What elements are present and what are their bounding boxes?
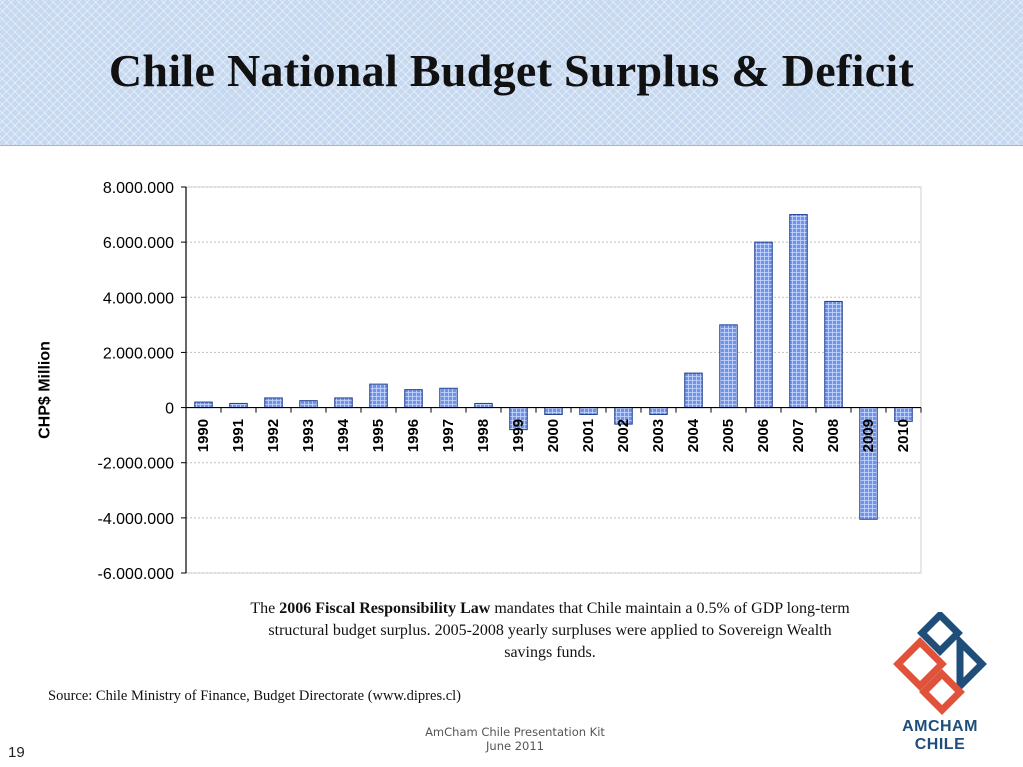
- y-tick-label: 4.000.000: [103, 290, 174, 307]
- x-tick-label: 2004: [685, 418, 702, 452]
- y-tick-label: 8.000.000: [103, 180, 174, 197]
- bar-1994: [334, 397, 353, 409]
- y-tick-label: 2.000.000: [103, 345, 174, 362]
- bar-1992: [264, 397, 283, 409]
- y-tick-label: 0: [165, 401, 174, 418]
- budget-bar-chart: 8.000.000 6.000.000 4.000.000 2.000.000 0 -2.…: [37, 180, 922, 583]
- page-title: Chile National Budget Surplus & Deficit: [108, 45, 915, 96]
- x-tick-label: 2008: [825, 419, 842, 452]
- bar-1996: [404, 389, 423, 409]
- logo-text-amcham: AMCHAM: [902, 718, 978, 735]
- x-tick-label: 2006: [755, 419, 772, 452]
- bar-2001: [579, 407, 598, 415]
- y-tick-label: -2.000.000: [97, 456, 174, 473]
- bar-2004: [684, 372, 703, 409]
- bar-2007: [789, 214, 808, 409]
- x-tick-label: 2001: [580, 419, 597, 452]
- bar-1997: [439, 387, 458, 409]
- x-tick-label: 1996: [405, 419, 422, 452]
- x-tick-label: 2002: [615, 419, 632, 452]
- page-number: 19: [8, 744, 25, 761]
- x-tick-label: 1995: [370, 419, 387, 452]
- logo-text-chile: CHILE: [914, 736, 966, 753]
- bar-2003: [649, 407, 668, 415]
- x-tick-label: 2000: [545, 419, 562, 452]
- x-tick-label: 2010: [895, 419, 912, 452]
- caption-bold: 2006 Fiscal Responsibility Law: [279, 600, 491, 617]
- bar-2006: [754, 241, 773, 409]
- x-tick-label: 2009: [860, 419, 877, 452]
- bar-1995: [369, 383, 388, 409]
- footer-line-1: AmCham Chile Presentation Kit: [425, 725, 605, 739]
- x-tick-label: 1991: [230, 419, 247, 452]
- x-tick-label: 2007: [790, 419, 807, 452]
- bar-1998: [474, 402, 493, 409]
- y-tick-label: -6.000.000: [97, 566, 174, 583]
- bar-1990: [194, 401, 213, 409]
- bar-2000: [544, 407, 563, 415]
- source-note: Source: Chile Ministry of Finance, Budge…: [48, 688, 462, 704]
- title-banner: Chile National Budget Surplus & Deficit: [0, 0, 1023, 146]
- x-tick-label: 1992: [265, 419, 282, 452]
- y-tick-label: -4.000.000: [97, 511, 174, 528]
- plot-area: [185, 186, 922, 574]
- x-tick-label: 1998: [475, 419, 492, 452]
- bar-2008: [824, 300, 843, 409]
- bar-2005: [719, 324, 738, 409]
- x-tick-label: 2005: [720, 419, 737, 452]
- caption-pre: The: [250, 600, 280, 617]
- footer-line-2: June 2011: [486, 739, 544, 753]
- x-tick-label: 1990: [195, 419, 212, 452]
- amcham-logo-mark-icon: [893, 610, 987, 715]
- amcham-logo: AMCHAM CHILE: [890, 610, 990, 757]
- y-axis-title: CHP$ Million: [37, 341, 54, 439]
- x-tick-label: 1993: [300, 419, 317, 452]
- y-tick-label: 6.000.000: [103, 235, 174, 252]
- bar-1991: [229, 402, 248, 409]
- x-tick-label: 1994: [335, 418, 352, 452]
- caption-post: mandates that Chile maintain a 0.5% of G…: [268, 600, 850, 661]
- x-tick-label: 1999: [510, 419, 527, 452]
- x-tick-label: 1997: [440, 419, 457, 452]
- bar-1993: [299, 400, 318, 409]
- chart-caption: The 2006 Fiscal Responsibility Law manda…: [250, 598, 850, 664]
- footer: AmCham Chile Presentation Kit June 2011: [360, 725, 670, 753]
- x-tick-label: 2003: [650, 419, 667, 452]
